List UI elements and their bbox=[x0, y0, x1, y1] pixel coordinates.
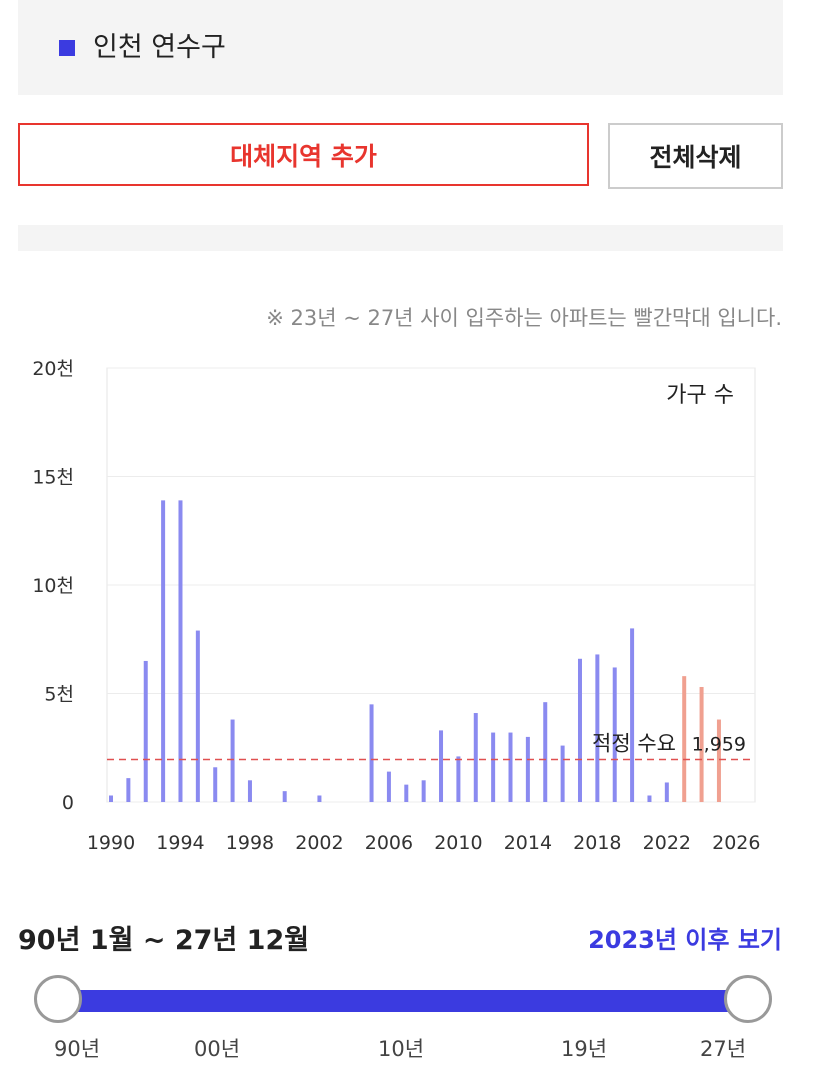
bar bbox=[161, 500, 166, 802]
bar bbox=[491, 732, 496, 802]
reference-line-value: 1,959 bbox=[692, 733, 746, 755]
view-after-2023-link[interactable]: 2023년 이후 보기 bbox=[588, 926, 782, 954]
x-tick-label: 2018 bbox=[573, 832, 621, 854]
section-divider bbox=[18, 225, 783, 251]
bar bbox=[213, 767, 218, 802]
reference-line-label: 적정 수요 bbox=[592, 731, 676, 755]
x-tick-label: 2026 bbox=[712, 832, 760, 854]
add-alternative-region-button[interactable]: 대체지역 추가 bbox=[18, 123, 589, 186]
bar bbox=[473, 713, 478, 802]
bar bbox=[543, 702, 548, 802]
bar bbox=[126, 778, 131, 802]
bar bbox=[178, 500, 183, 802]
period-label: 90년 1월 ~ 27년 12월 bbox=[18, 925, 310, 956]
bar bbox=[508, 732, 513, 802]
slider-tick-label: 10년 bbox=[377, 1037, 425, 1061]
bar bbox=[577, 658, 582, 802]
bar bbox=[630, 628, 635, 802]
bar bbox=[525, 736, 530, 802]
bar bbox=[560, 745, 565, 802]
x-tick-label: 2010 bbox=[434, 832, 482, 854]
bar bbox=[699, 686, 704, 802]
bar bbox=[247, 780, 252, 802]
bar bbox=[369, 704, 374, 802]
bar bbox=[647, 795, 652, 802]
bar bbox=[595, 654, 600, 802]
bar bbox=[612, 667, 617, 802]
x-tick-label: 1998 bbox=[226, 832, 274, 854]
region-name: 인천 연수구 bbox=[93, 32, 226, 63]
bar bbox=[282, 791, 287, 802]
slider-tick-label: 90년 bbox=[53, 1037, 101, 1061]
bar bbox=[143, 660, 148, 802]
y-tick-label: 15천 bbox=[32, 467, 74, 489]
y-tick-label: 0 bbox=[62, 792, 74, 814]
bar bbox=[716, 719, 721, 802]
supply-bar-chart: 0 5천 10천 15천 20천 1990 1994 1998 2002 2006 2010 2014… bbox=[32, 358, 760, 854]
x-tick-label: 2006 bbox=[365, 832, 413, 854]
bar bbox=[682, 676, 687, 802]
slider-tick-label: 19년 bbox=[560, 1037, 608, 1061]
x-tick-label: 1990 bbox=[87, 832, 135, 854]
y-tick-label: 5천 bbox=[44, 684, 74, 706]
bar bbox=[230, 719, 235, 802]
region-color-marker bbox=[59, 40, 75, 56]
legend-label: 가구 수 bbox=[666, 383, 734, 408]
bar bbox=[439, 730, 444, 802]
bar bbox=[386, 771, 391, 802]
x-tick-label: 2002 bbox=[295, 832, 343, 854]
period-slider-track[interactable] bbox=[58, 990, 748, 1012]
period-slider-start-handle[interactable] bbox=[34, 975, 82, 1023]
bar bbox=[195, 630, 200, 802]
y-tick-label: 10천 bbox=[32, 575, 74, 597]
clear-all-button[interactable]: 전체삭제 bbox=[608, 123, 783, 189]
bar bbox=[404, 784, 409, 802]
x-tick-label: 2022 bbox=[643, 832, 691, 854]
region-panel: 인천 연수구 bbox=[18, 0, 783, 95]
x-tick-label: 1994 bbox=[156, 832, 204, 854]
bar bbox=[317, 795, 322, 802]
bar bbox=[664, 782, 669, 802]
slider-tick-label: 27년 bbox=[699, 1037, 747, 1061]
chart-note: ※ 23년 ~ 27년 사이 입주하는 아파트는 빨간막대 입니다. bbox=[266, 306, 782, 330]
y-tick-label: 20천 bbox=[32, 358, 74, 380]
bar bbox=[421, 780, 426, 802]
bar bbox=[456, 756, 461, 802]
x-tick-label: 2014 bbox=[504, 832, 552, 854]
period-slider-end-handle[interactable] bbox=[724, 975, 772, 1023]
slider-tick-label: 00년 bbox=[193, 1037, 241, 1061]
bar bbox=[109, 795, 113, 802]
